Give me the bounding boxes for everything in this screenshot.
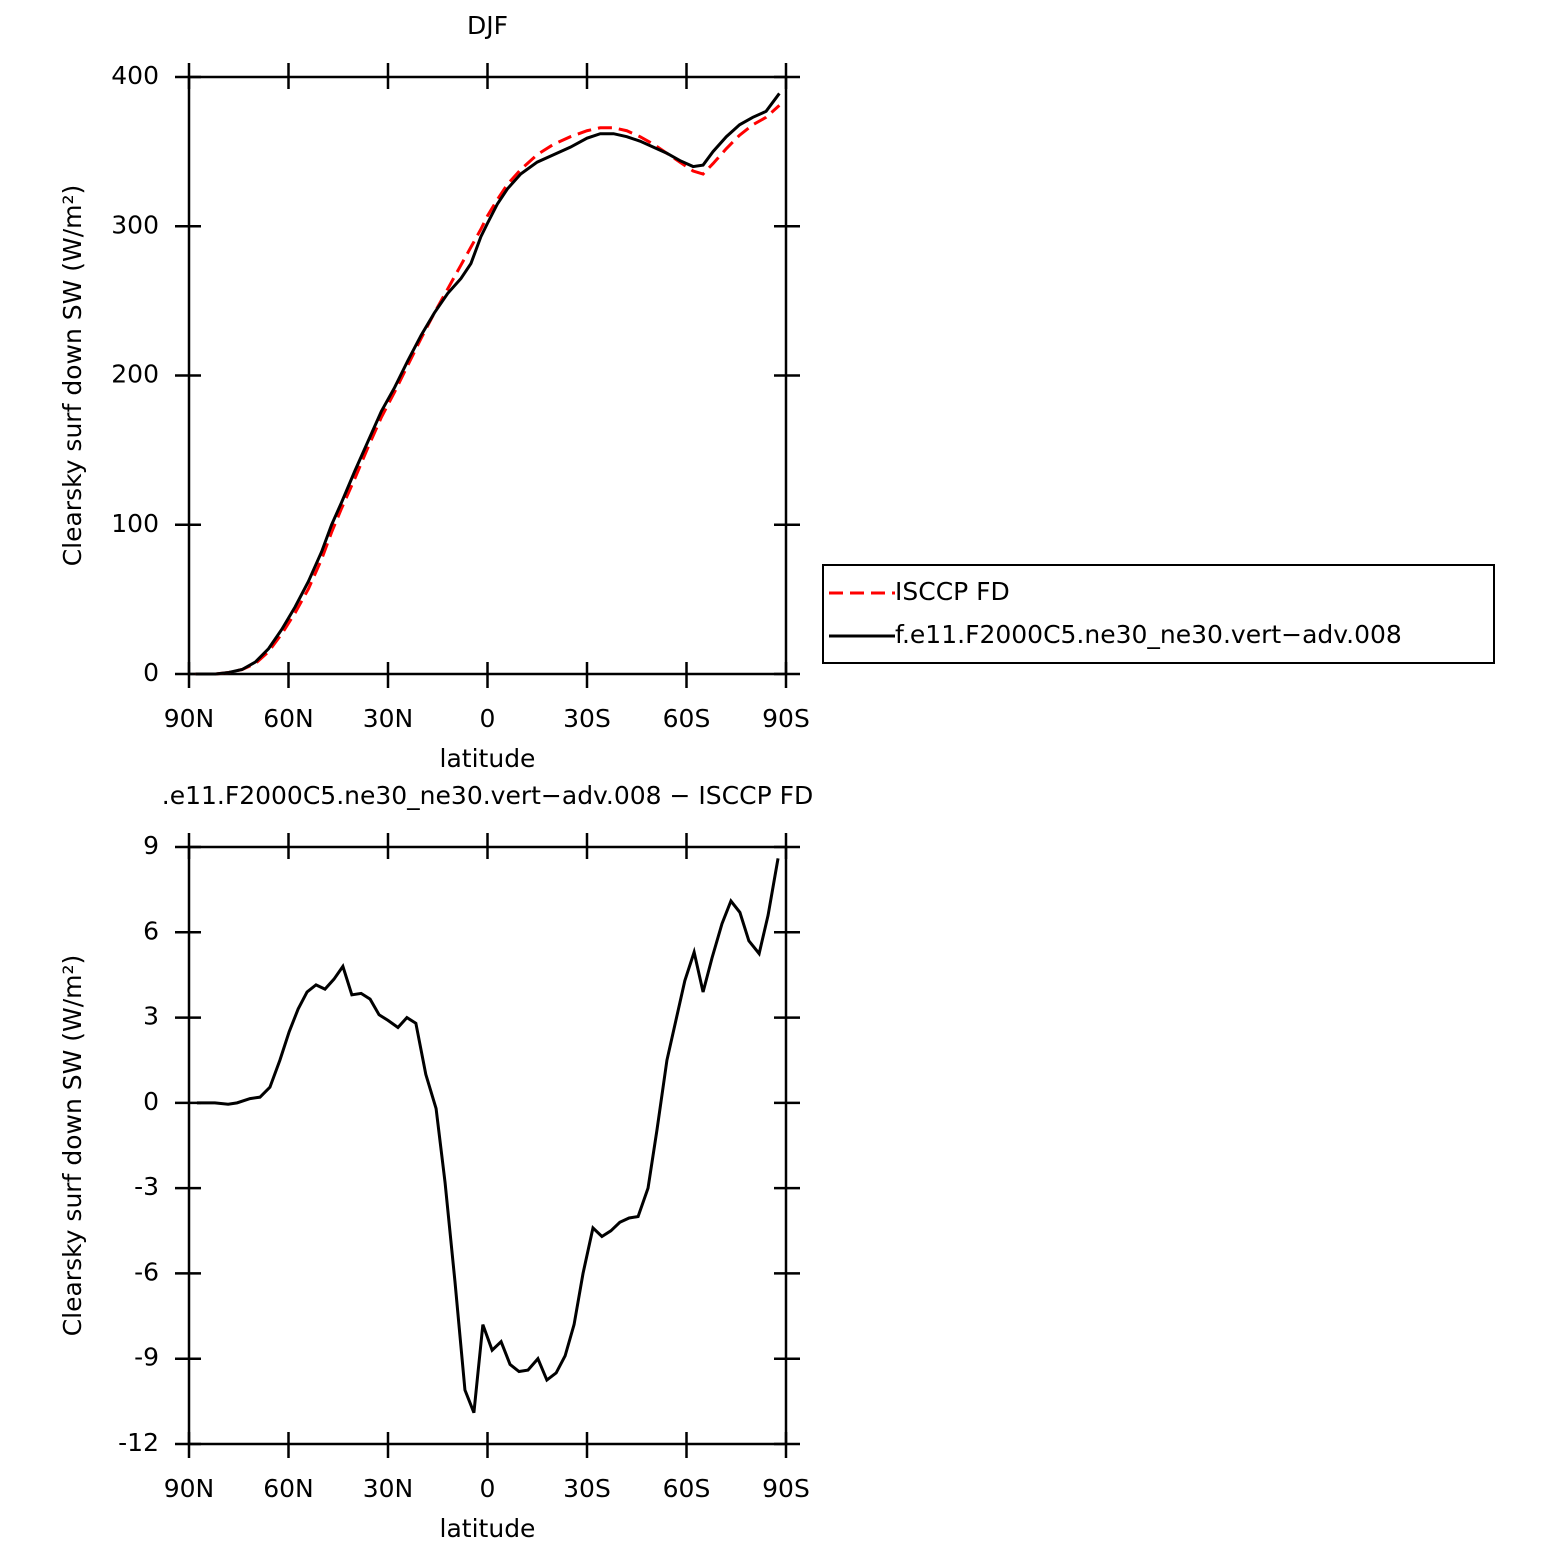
x-tick-label: 90S — [762, 704, 810, 733]
x-tick-label: 0 — [480, 704, 496, 733]
x-tick-label: 30N — [363, 1474, 414, 1503]
x-tick-label: 30S — [563, 1474, 611, 1503]
legend-box — [822, 564, 1495, 664]
legend-label: f.e11.F2000C5.ne30_ne30.vert−adv.008 — [895, 620, 1402, 649]
x-tick-label: 0 — [480, 1474, 496, 1503]
data-line — [196, 858, 780, 1414]
y-tick-label: 400 — [111, 61, 159, 90]
y-tick-label: -12 — [118, 1428, 159, 1457]
y-tick-label: 300 — [111, 210, 159, 239]
x-axis-label: latitude — [440, 744, 536, 773]
plot-frame — [187, 845, 788, 1446]
x-tick-label: 30S — [563, 704, 611, 733]
y-tick-label: 0 — [143, 1087, 159, 1116]
y-axis-label: Clearsky surf down SW (W/m²) — [58, 955, 87, 1337]
x-tick-label: 60S — [663, 704, 711, 733]
y-tick-label: 100 — [111, 509, 159, 538]
chart-title: DJF — [467, 11, 508, 40]
y-tick-label: 200 — [111, 360, 159, 389]
y-tick-label: 9 — [143, 831, 159, 860]
data-line — [195, 104, 781, 676]
y-tick-label: 3 — [143, 1002, 159, 1031]
x-tick-label: 30N — [363, 704, 414, 733]
plot-frame — [187, 75, 788, 676]
x-tick-label: 60N — [263, 704, 314, 733]
x-tick-label: 90N — [164, 704, 215, 733]
x-tick-label: 90N — [164, 1474, 215, 1503]
y-tick-label: -9 — [134, 1343, 159, 1372]
y-tick-label: 6 — [143, 916, 159, 945]
x-tick-label: 60N — [263, 1474, 314, 1503]
y-tick-label: -3 — [134, 1172, 159, 1201]
legend-label: ISCCP FD — [895, 577, 1010, 606]
y-tick-label: -6 — [134, 1257, 159, 1286]
x-axis-label: latitude — [440, 1514, 536, 1543]
y-axis-label: Clearsky surf down SW (W/m²) — [58, 185, 87, 567]
x-tick-label: 90S — [762, 1474, 810, 1503]
y-tick-label: 0 — [143, 658, 159, 687]
chart-title: .e11.F2000C5.ne30_ne30.vert−adv.008 − IS… — [162, 781, 813, 810]
x-tick-label: 60S — [663, 1474, 711, 1503]
data-line — [195, 92, 781, 676]
